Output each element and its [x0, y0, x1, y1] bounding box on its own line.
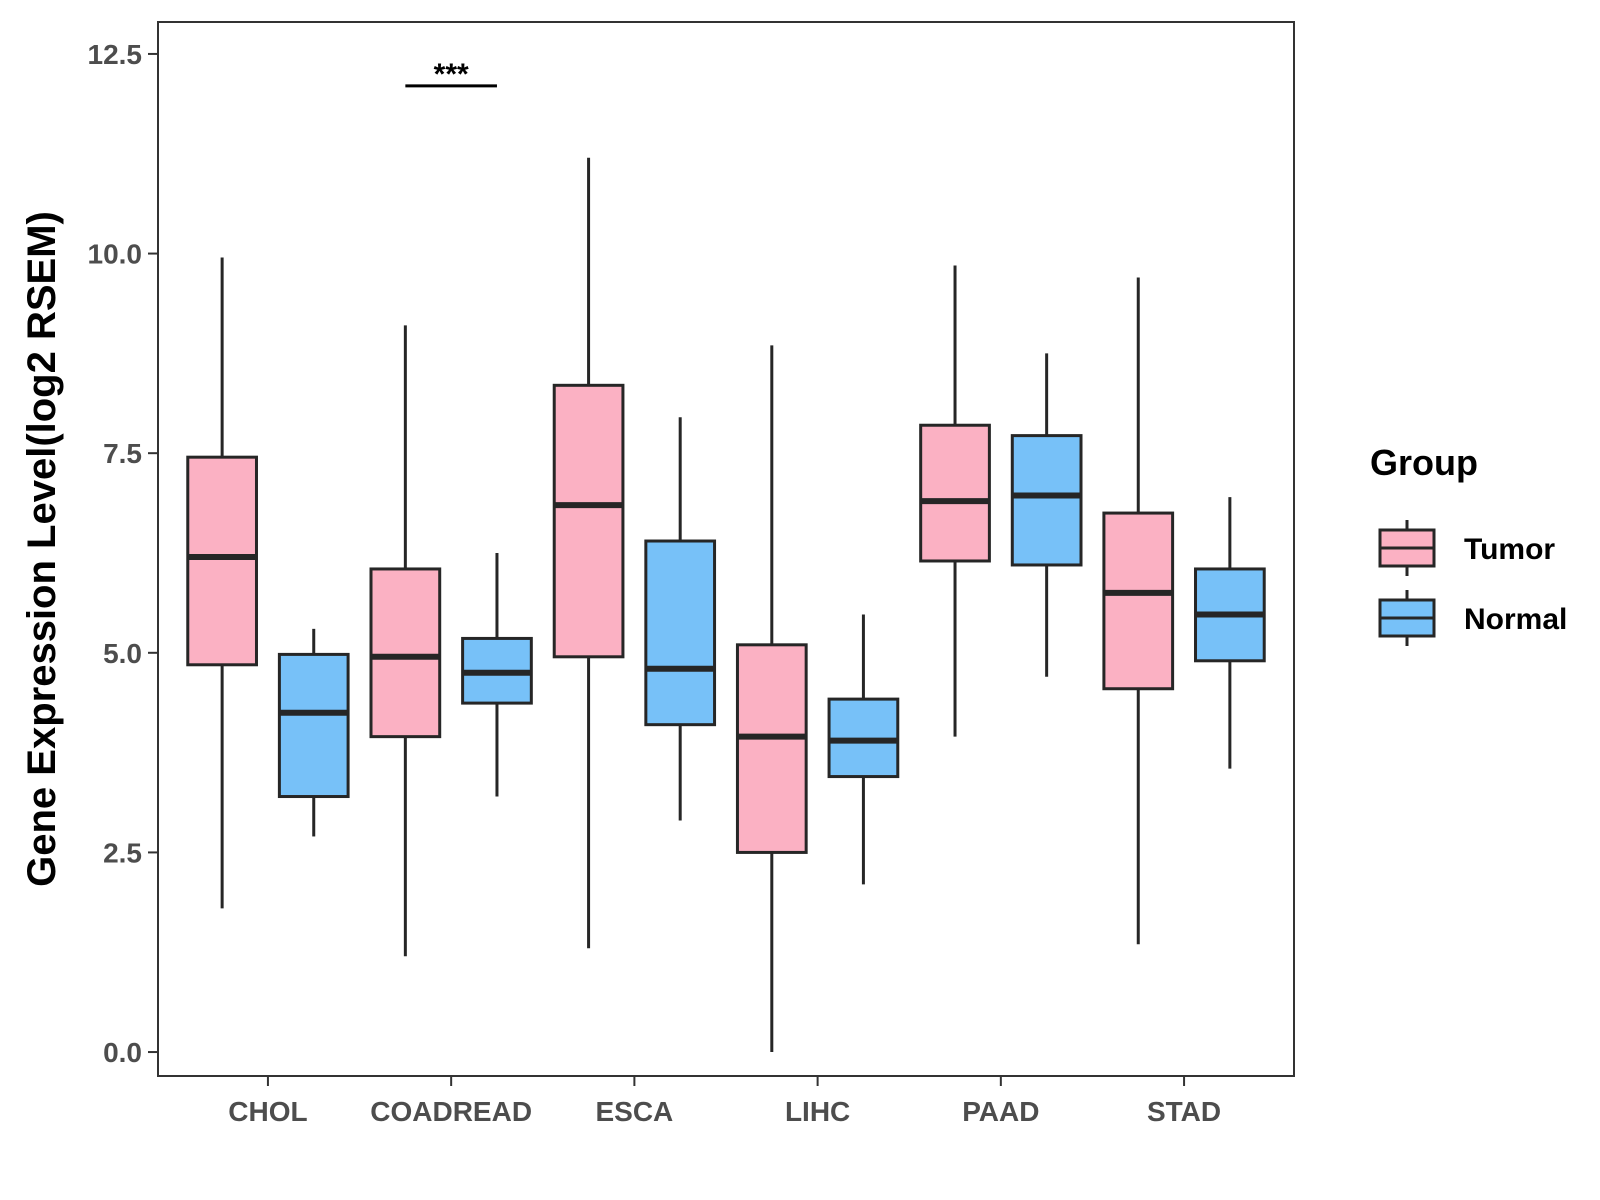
x-tick-label-paad: PAAD — [962, 1096, 1039, 1127]
legend-label-tumor: Tumor — [1464, 533, 1555, 566]
legend-title: Group — [1370, 442, 1478, 483]
box-normal-chol — [277, 652, 350, 799]
x-tick-label-chol: CHOL — [228, 1096, 307, 1127]
x-tick-label-coadread: COADREAD — [370, 1096, 532, 1127]
x-tick-label-stad: STAD — [1147, 1096, 1221, 1127]
y-tick-label: 12.5 — [88, 39, 143, 70]
y-tick-label: 2.5 — [103, 837, 142, 868]
box-tumor-lihc — [735, 643, 808, 854]
y-tick-label: 5.0 — [103, 638, 142, 669]
box-tumor-esca — [552, 383, 625, 659]
box-normal-paad — [1010, 434, 1083, 567]
box-tumor-chol — [186, 455, 258, 667]
legend-label-normal: Normal — [1464, 603, 1567, 636]
x-tick-label-lihc: LIHC — [785, 1096, 850, 1127]
box-tumor-stad — [1102, 511, 1175, 691]
y-tick-label: 10.0 — [88, 239, 143, 270]
y-axis-title: Gene Expression Level(log2 RSEM) — [20, 211, 64, 887]
y-tick-label: 0.0 — [103, 1037, 142, 1068]
box-tumor-paad — [919, 423, 991, 563]
y-tick-label: 7.5 — [103, 438, 142, 469]
x-tick-label-esca: ESCA — [595, 1096, 673, 1127]
box-tumor-coadread — [369, 567, 442, 739]
box-normal-esca — [644, 539, 717, 727]
significance-label: *** — [434, 58, 469, 91]
